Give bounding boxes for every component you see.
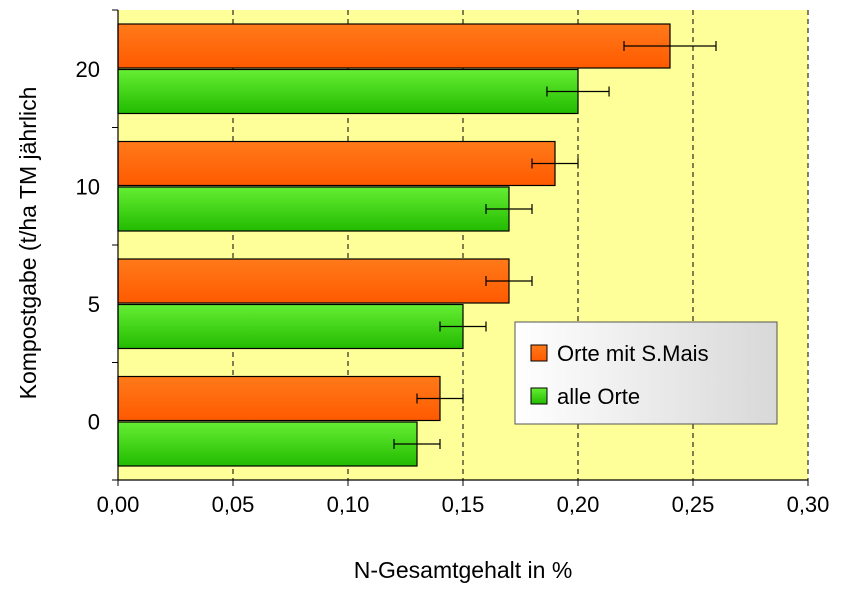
x-tick-label: 0,10 [327, 492, 370, 517]
x-tick-label: 0,00 [97, 492, 140, 517]
y-axis-title: Kompostgabe (t/ha TM jährlich [15, 87, 41, 400]
x-tick-label: 0,20 [557, 492, 600, 517]
legend-swatch-orange [530, 344, 548, 362]
legend-box [514, 321, 778, 425]
error-bars [393, 41, 717, 449]
bar-alle-orte-5 [117, 303, 464, 350]
error-bar [531, 158, 579, 169]
error-bar [416, 393, 464, 404]
legend-label-green: alle Orte [557, 384, 640, 409]
axis-ticks: 0,00 0,05 0,10 0,15 0,20 0,25 0,30 0 5 10 20 [76, 9, 830, 517]
bar-orte-mit-smais-20 [117, 23, 671, 69]
x-tick-label: 0,05 [212, 492, 255, 517]
y-tick-label: 5 [88, 292, 100, 317]
bars [117, 23, 671, 467]
error-bar [439, 321, 487, 332]
bar-orte-mit-smais-0 [117, 375, 441, 422]
y-tick-label: 20 [76, 57, 100, 82]
legend-label-orange: Orte mit S.Mais [557, 341, 709, 366]
error-bar [485, 276, 533, 286]
x-axis-title: N-Gesamtgehalt in % [354, 557, 573, 583]
bar-alle-orte-10 [117, 186, 510, 232]
y-tick-label: 0 [88, 409, 100, 434]
bar-orte-mit-smais-10 [117, 140, 556, 187]
x-tick-label: 0,15 [442, 492, 485, 517]
error-bar [546, 86, 610, 97]
error-bar [393, 439, 441, 449]
bar-orte-mit-smais-5 [117, 258, 510, 304]
legend: Orte mit S.Mais alle Orte [514, 321, 778, 425]
bar-alle-orte-0 [117, 421, 418, 467]
bar-alle-orte-20 [117, 68, 579, 115]
x-tick-label: 0,25 [672, 492, 715, 517]
y-tick-label: 10 [76, 174, 100, 199]
x-tick-label: 0,30 [787, 492, 830, 517]
legend-swatch-green [530, 387, 548, 405]
error-bar [485, 204, 533, 214]
error-bar [623, 41, 717, 51]
